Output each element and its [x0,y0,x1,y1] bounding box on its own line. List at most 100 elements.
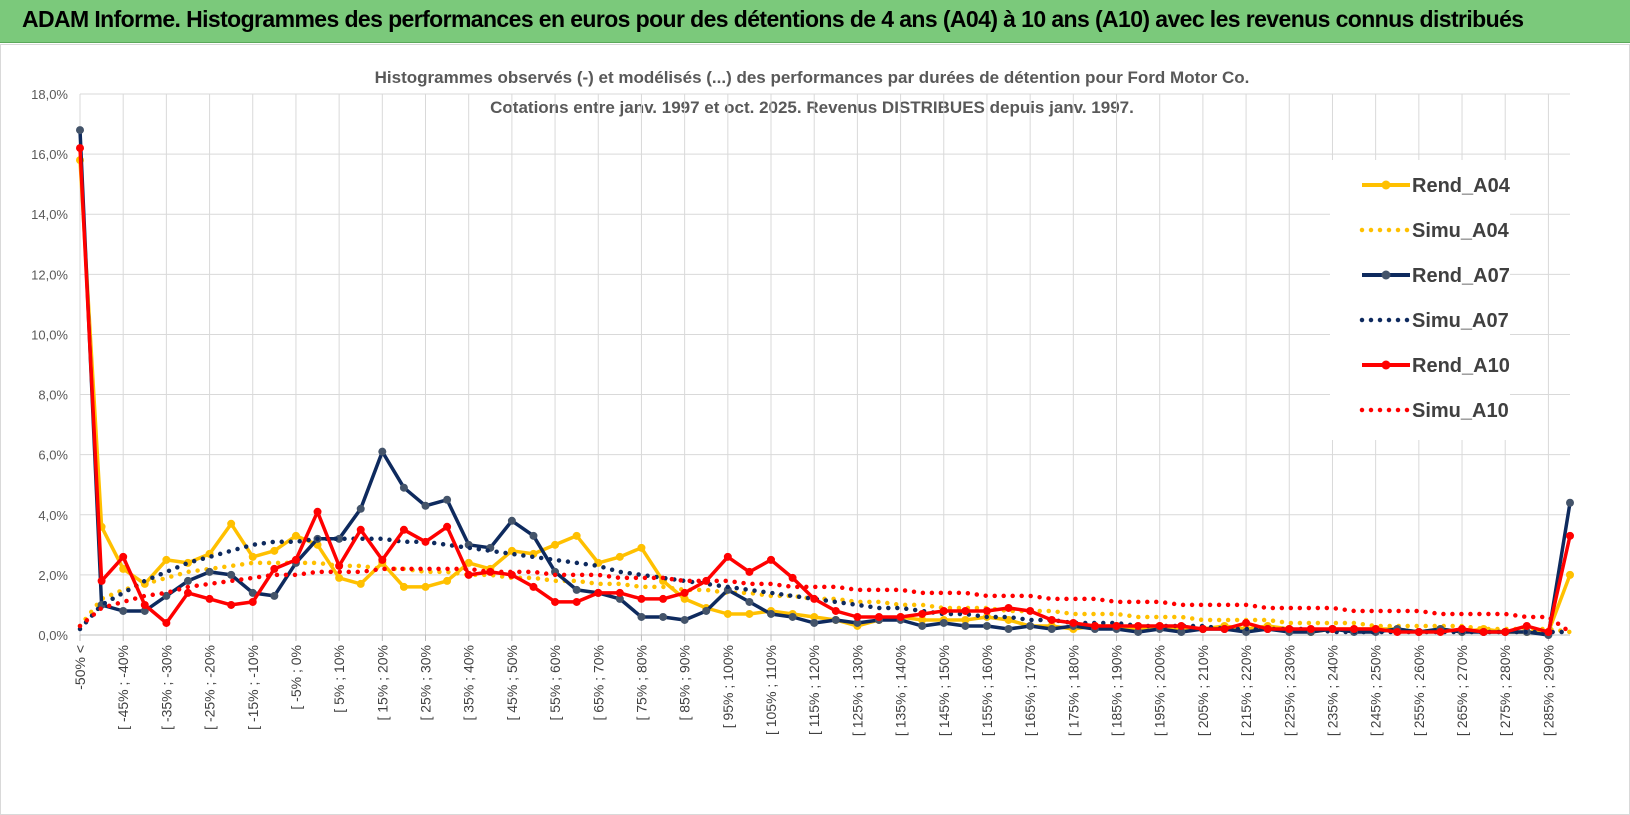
data-point-rend-a10 [335,561,344,570]
data-point-rend-a10 [1436,627,1445,636]
data-point-rend-a10 [896,612,905,621]
data-point-rend-a10 [745,567,754,576]
data-point-rend-a10 [680,588,689,597]
data-point-rend-a04 [421,582,430,591]
data-point-rend-a10 [767,555,776,564]
series-line-rend-a10 [78,148,1572,634]
data-point-rend-a07 [76,126,84,135]
data-point-rend-a07 [1566,498,1574,507]
data-point-rend-a10 [443,522,452,531]
data-point-rend-a10 [1350,624,1359,633]
data-point-rend-a10 [378,555,387,564]
x-tick-label: [ -45% ; -40% [115,645,131,730]
data-point-rend-a10 [1198,624,1207,633]
data-point-rend-a07 [378,447,387,456]
x-tick-label: [ 145% ; 150% [936,645,952,736]
data-point-rend-a10 [1566,531,1574,540]
data-point-rend-a04 [270,546,279,555]
data-point-rend-a04 [119,564,128,573]
data-point-rend-a07 [1026,621,1035,630]
data-point-rend-a10 [399,525,408,534]
data-point-rend-a10 [1112,621,1121,630]
data-point-rend-a10 [1090,621,1099,630]
x-tick-label: -50% < [72,645,88,690]
legend: Rend_A04 Simu_A04 Rend_A07 Simu_A07 Rend_A10… [1330,160,1511,440]
data-point-rend-a04 [961,615,970,624]
data-point-rend-a07 [659,612,668,621]
data-point-rend-a04 [745,609,754,618]
data-point-rend-a10 [1026,606,1035,615]
data-point-rend-a07 [961,621,970,630]
data-point-rend-a04 [162,555,171,564]
data-point-rend-a04 [464,558,473,567]
x-tick-label: [ 135% ; 140% [893,645,909,736]
x-tick-label: [ 265% ; 270% [1454,645,1470,736]
plot-area [76,126,1574,639]
x-tick-label: [ 25% ; 30% [418,645,434,721]
data-point-rend-a07 [572,585,581,594]
data-point-rend-a07 [810,618,819,627]
x-tick-label: [ -5% ; 0% [288,645,304,710]
data-point-rend-a10 [810,594,819,603]
data-point-rend-a07 [183,576,192,585]
x-tick-label: [ 215% ; 220% [1238,645,1254,736]
data-point-rend-a10 [1004,603,1013,612]
data-point-rend-a10 [270,564,279,573]
x-tick-label: [ 105% ; 110% [763,645,779,735]
data-point-rend-a10 [551,597,560,606]
data-point-rend-a07 [356,504,365,513]
data-point-rend-a10 [464,570,473,579]
data-point-rend-a10 [1155,621,1164,630]
data-point-rend-a10 [853,612,862,621]
x-tick-label: [ 65% ; 70% [590,645,606,721]
data-point-rend-a07 [680,615,689,624]
data-point-rend-a10 [1522,621,1531,630]
data-point-rend-a10 [874,612,883,621]
data-point-rend-a04 [615,552,624,561]
data-point-rend-a10 [1069,618,1078,627]
data-point-rend-a04 [918,615,927,624]
x-tick-label: [ 285% ; 290% [1540,645,1556,736]
data-point-rend-a10 [1306,624,1315,633]
data-point-rend-a07 [162,591,171,600]
data-point-rend-a04 [291,531,300,540]
x-tick-label: [ 175% ; 180% [1065,645,1081,736]
data-point-rend-a10 [1047,615,1056,624]
chart-title: Histogrammes observés (-) et modélisés (… [375,68,1250,87]
data-point-rend-a07 [767,609,776,618]
data-point-rend-a07 [399,483,408,492]
data-point-rend-a07 [335,534,344,543]
data-point-rend-a10 [918,609,927,618]
data-point-rend-a10 [723,552,732,561]
data-point-rend-a10 [939,606,948,615]
data-point-rend-a10 [1458,624,1467,633]
data-point-rend-a07 [1177,627,1186,636]
x-tick-label: [ 55% ; 60% [547,645,563,721]
data-point-rend-a10 [248,597,257,606]
data-point-rend-a04 [399,582,408,591]
data-point-rend-a07 [788,612,797,621]
x-tick-label: [ 165% ; 170% [1022,645,1038,736]
data-point-rend-a10 [1328,624,1337,633]
data-point-rend-a10 [659,594,668,603]
data-point-rend-a07 [637,612,646,621]
data-point-rend-a07 [1004,624,1013,633]
data-point-rend-a10 [572,597,581,606]
x-tick-label: [ 45% ; 50% [504,645,520,721]
data-point-rend-a07 [918,621,927,630]
data-point-rend-a10 [119,552,128,561]
x-tick-label: [ 5% ; 10% [331,645,347,713]
data-point-rend-a10 [291,555,300,564]
data-point-rend-a10 [1242,618,1251,627]
data-point-rend-a07 [248,588,257,597]
data-point-rend-a10 [1414,627,1423,636]
x-tick-label: [ 185% ; 190% [1109,645,1125,736]
x-tick-label: [ -25% ; -20% [202,645,218,730]
x-tick-label: [ 15% ; 20% [374,645,390,721]
legend-label-rend-a10: Rend_A10 [1412,355,1510,377]
legend-marker-rend-a07 [1381,270,1391,280]
x-tick-label: [ -35% ; -30% [158,645,174,730]
chart-subtitle: Cotations entre janv. 1997 et oct. 2025.… [490,98,1134,117]
data-point-rend-a04 [335,573,344,582]
